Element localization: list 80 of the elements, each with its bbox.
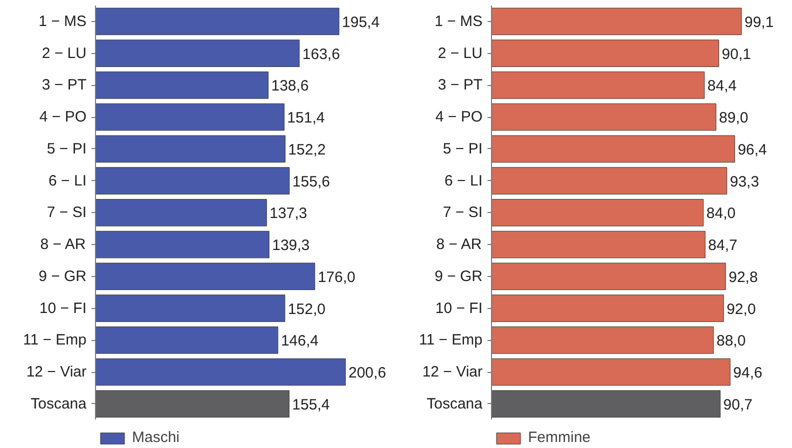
bar bbox=[96, 390, 290, 418]
y-tick-label: 10 − FI bbox=[435, 300, 482, 317]
data-label: 151,4 bbox=[287, 110, 325, 127]
y-tick-label: 2 − LU bbox=[438, 44, 483, 62]
y-tick-label: 12 − Viar bbox=[26, 364, 87, 381]
bar bbox=[492, 358, 730, 386]
data-label: 155,6 bbox=[292, 173, 330, 190]
y-tick-label: 6 − LI bbox=[48, 172, 87, 190]
bar bbox=[96, 135, 286, 163]
data-label: 152,0 bbox=[288, 300, 326, 318]
bar bbox=[492, 294, 724, 322]
bar bbox=[492, 167, 728, 194]
bar bbox=[492, 199, 704, 226]
data-label: 84,0 bbox=[706, 205, 736, 222]
bar bbox=[96, 8, 340, 36]
data-label: 163,6 bbox=[302, 46, 340, 63]
y-tick-label: 9 − GR bbox=[38, 268, 87, 285]
y-tick-label: 11 − Emp bbox=[22, 332, 87, 349]
bar bbox=[492, 230, 706, 258]
y-tick-label: 5 − PI bbox=[46, 140, 86, 158]
bar bbox=[492, 135, 735, 163]
data-label: 200,6 bbox=[348, 364, 386, 382]
y-tick-label: 5 − PI bbox=[442, 140, 482, 158]
bar bbox=[96, 199, 267, 226]
y-tick-label: Toscana bbox=[426, 395, 484, 412]
data-label: 94,6 bbox=[733, 364, 762, 382]
data-label: 88,0 bbox=[716, 332, 746, 350]
y-tick-label: 2 − LU bbox=[42, 44, 87, 62]
bar bbox=[492, 40, 720, 67]
data-label: 90,7 bbox=[723, 396, 753, 414]
data-label: 90,1 bbox=[722, 46, 751, 63]
y-tick-label: 6 − LI bbox=[444, 172, 483, 190]
y-tick-label: 11 − Emp bbox=[418, 332, 483, 349]
data-label: 152,2 bbox=[288, 141, 326, 158]
bar bbox=[96, 103, 284, 131]
bar bbox=[96, 358, 346, 386]
y-tick-label: 10 − FI bbox=[39, 300, 86, 317]
bar bbox=[96, 72, 268, 99]
data-label: 96,4 bbox=[738, 141, 767, 158]
y-tick-label: 9 − GR bbox=[434, 268, 483, 285]
bar bbox=[96, 326, 278, 354]
y-tick-label: 3 − PT bbox=[42, 76, 87, 94]
y-tick-label: 12 − Viar bbox=[422, 364, 483, 381]
bar bbox=[492, 72, 705, 99]
data-label: 84,4 bbox=[707, 78, 737, 95]
y-tick-label: 8 − AR bbox=[40, 236, 86, 254]
data-label: 137,3 bbox=[270, 205, 308, 222]
bar bbox=[96, 167, 290, 194]
y-tick-label: 4 − PO bbox=[435, 108, 482, 126]
legend-label: Maschi bbox=[132, 429, 180, 446]
bar bbox=[96, 262, 316, 290]
y-tick-label: 8 − AR bbox=[436, 236, 482, 254]
y-tick-label: Toscana bbox=[30, 395, 88, 412]
y-tick-label: 7 − SI bbox=[442, 204, 482, 222]
y-tick-label: 1 − MS bbox=[434, 12, 482, 30]
data-label: 176,0 bbox=[318, 268, 356, 286]
data-label: 92,0 bbox=[726, 300, 756, 318]
y-tick-label: 1 − MS bbox=[38, 12, 86, 30]
data-label: 146,4 bbox=[280, 332, 318, 350]
data-label: 155,4 bbox=[292, 396, 330, 414]
y-tick-label: 7 − SI bbox=[46, 204, 86, 222]
data-label: 89,0 bbox=[719, 110, 748, 127]
bar bbox=[96, 230, 270, 258]
bar bbox=[492, 390, 721, 418]
bar bbox=[96, 40, 300, 67]
y-tick-label: 4 − PO bbox=[39, 108, 86, 126]
y-tick-label: 3 − PT bbox=[438, 76, 483, 94]
data-label: 99,1 bbox=[744, 14, 774, 31]
data-label: 92,8 bbox=[728, 268, 758, 286]
data-label: 93,3 bbox=[730, 173, 760, 190]
bar bbox=[492, 326, 714, 354]
legend-label: Femmine bbox=[528, 429, 591, 446]
data-label: 84,7 bbox=[708, 237, 738, 254]
bar bbox=[96, 294, 286, 322]
data-label: 138,6 bbox=[271, 78, 309, 95]
bar bbox=[492, 103, 716, 131]
data-label: 195,4 bbox=[342, 14, 380, 31]
bar bbox=[492, 262, 726, 290]
data-label: 139,3 bbox=[272, 237, 310, 254]
bar bbox=[492, 8, 742, 36]
